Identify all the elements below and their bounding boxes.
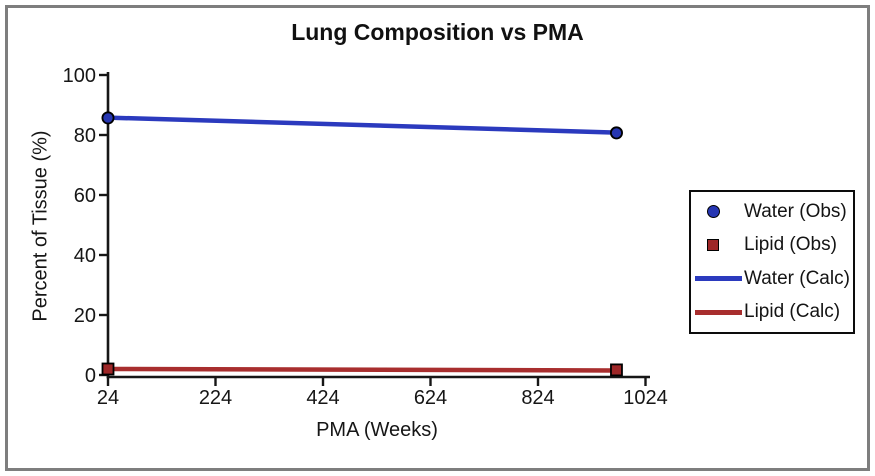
marker-circle-water-obs [101,111,115,125]
marker-square-lipid-obs [101,362,115,376]
circle-marker-icon [707,205,720,219]
y-tick-label: 80 [74,125,96,147]
y-tick-label: 100 [63,65,96,87]
legend-item-water-obs: Water (Obs) [691,199,853,225]
y-tick-label: 40 [74,245,96,267]
legend-item-water-calc: Water (Calc) [691,266,853,292]
legend-label: Lipid (Obs) [744,234,837,256]
x-tick-label: 1024 [623,387,668,409]
square-marker-icon [707,239,719,252]
line-swatch-icon [695,276,742,282]
legend-item-lipid-calc: Lipid (Calc) [691,299,853,325]
marker-circle-water-obs [609,126,623,140]
legend-label: Water (Obs) [744,200,847,222]
y-tick-label: 20 [74,305,96,327]
marker-square-lipid-obs [610,363,623,377]
legend-line-swatch [691,309,743,315]
line-swatch-icon [695,309,742,315]
y-tick-label: 60 [74,185,96,207]
y-axis-label: Percent of Tissue (%) [29,130,52,322]
y-tick-label: 0 [85,365,96,387]
legend-label: Lipid (Calc) [744,301,841,323]
series-lipid-calc [105,366,619,373]
series-water-calc [105,115,619,135]
legend-item-lipid-obs: Lipid (Obs) [691,232,853,258]
x-axis-label: PMA (Weeks) [316,419,438,441]
figure-border [5,5,870,471]
x-tick-label: 24 [97,387,119,409]
legend-marker-swatch [691,239,743,252]
legend-line-swatch [691,276,743,282]
x-tick-label: 224 [199,387,232,409]
x-tick-label: 624 [414,387,447,409]
legend: Water (Obs) Lipid (Obs) Water (Calc) Lipid … [689,190,855,334]
chart-title: Lung Composition vs PMA [291,19,584,45]
x-tick-label: 424 [306,387,339,409]
legend-marker-swatch [691,205,743,219]
x-tick-label: 824 [521,387,554,409]
legend-label: Water (Calc) [744,267,850,289]
